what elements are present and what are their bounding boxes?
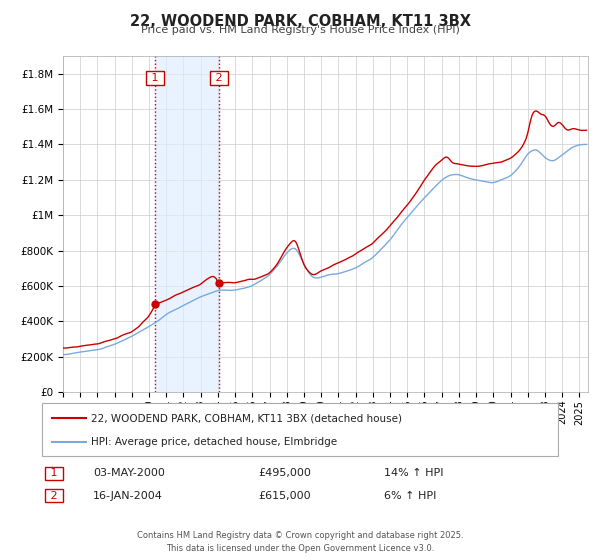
FancyBboxPatch shape xyxy=(42,403,558,456)
Text: £495,000: £495,000 xyxy=(258,468,311,478)
Text: 16-JAN-2004: 16-JAN-2004 xyxy=(93,491,163,501)
Text: 2: 2 xyxy=(47,491,61,501)
Text: £615,000: £615,000 xyxy=(258,491,311,501)
Text: HPI: Average price, detached house, Elmbridge: HPI: Average price, detached house, Elmb… xyxy=(91,436,337,446)
Text: Price paid vs. HM Land Registry's House Price Index (HPI): Price paid vs. HM Land Registry's House … xyxy=(140,25,460,35)
Text: 1: 1 xyxy=(47,468,61,478)
Text: 14% ↑ HPI: 14% ↑ HPI xyxy=(384,468,443,478)
Text: 6% ↑ HPI: 6% ↑ HPI xyxy=(384,491,436,501)
Text: 22, WOODEND PARK, COBHAM, KT11 3BX (detached house): 22, WOODEND PARK, COBHAM, KT11 3BX (deta… xyxy=(91,413,402,423)
Text: 1: 1 xyxy=(148,73,163,83)
Text: Contains HM Land Registry data © Crown copyright and database right 2025.
This d: Contains HM Land Registry data © Crown c… xyxy=(137,531,463,553)
Text: 22, WOODEND PARK, COBHAM, KT11 3BX: 22, WOODEND PARK, COBHAM, KT11 3BX xyxy=(130,14,470,29)
Text: 03-MAY-2000: 03-MAY-2000 xyxy=(93,468,165,478)
Text: 2: 2 xyxy=(212,73,226,83)
